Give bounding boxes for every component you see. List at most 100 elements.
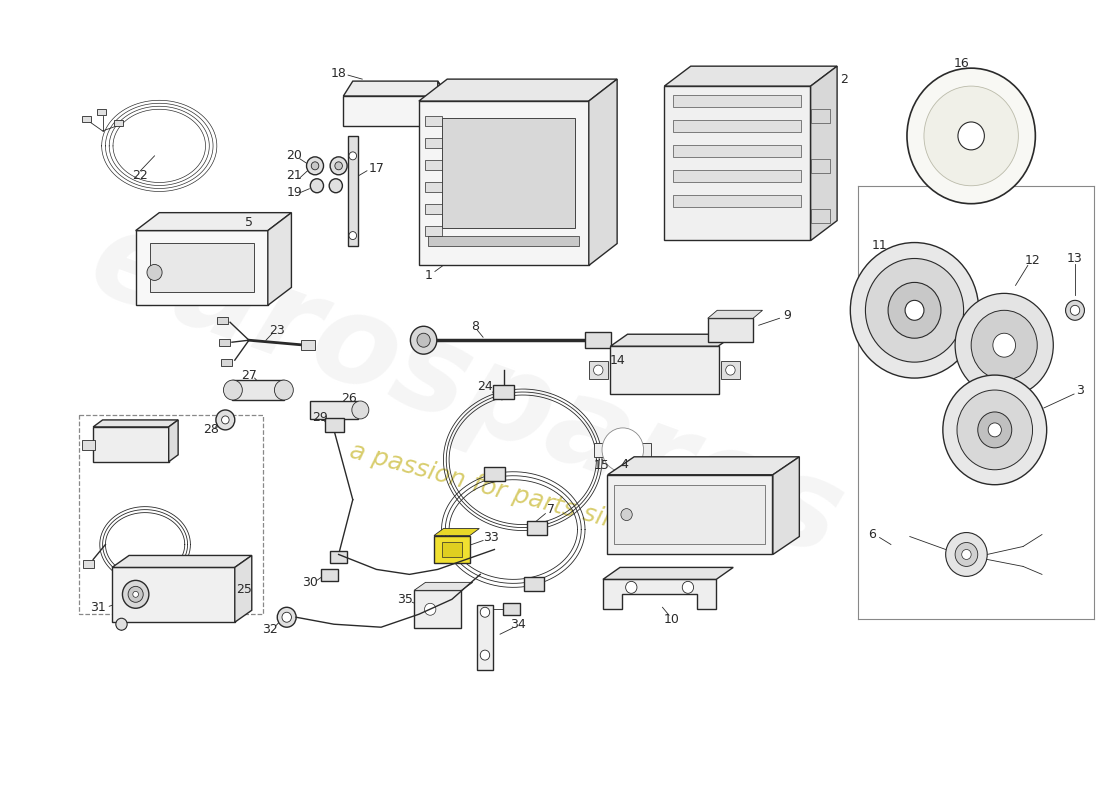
Bar xyxy=(610,346,718,394)
Polygon shape xyxy=(94,420,178,427)
Bar xyxy=(527,521,548,534)
Bar xyxy=(82,561,95,569)
Bar xyxy=(673,170,801,182)
Circle shape xyxy=(116,618,128,630)
Circle shape xyxy=(866,258,964,362)
Bar xyxy=(524,578,544,591)
Bar xyxy=(81,440,95,450)
Text: 18: 18 xyxy=(331,66,346,80)
Text: 25: 25 xyxy=(236,583,252,596)
Text: 33: 33 xyxy=(483,531,498,544)
Bar xyxy=(673,120,801,132)
Bar xyxy=(664,86,811,240)
Text: 1: 1 xyxy=(425,269,432,282)
Text: 30: 30 xyxy=(302,576,318,589)
Polygon shape xyxy=(603,579,716,610)
Bar xyxy=(79,415,263,614)
Polygon shape xyxy=(267,213,292,306)
Text: 22: 22 xyxy=(132,170,148,182)
Text: 34: 34 xyxy=(510,618,526,630)
Polygon shape xyxy=(234,555,252,622)
Bar xyxy=(81,116,91,122)
Text: 8: 8 xyxy=(472,320,480,333)
Circle shape xyxy=(277,607,296,627)
Polygon shape xyxy=(603,567,734,579)
Bar xyxy=(330,551,348,563)
Circle shape xyxy=(147,265,162,281)
Circle shape xyxy=(626,582,637,594)
Circle shape xyxy=(850,242,979,378)
Polygon shape xyxy=(135,213,292,230)
Bar xyxy=(607,474,772,554)
Text: 12: 12 xyxy=(1025,254,1041,267)
Circle shape xyxy=(410,326,437,354)
Bar xyxy=(673,194,801,206)
Circle shape xyxy=(481,650,490,660)
Text: 35: 35 xyxy=(397,593,412,606)
Circle shape xyxy=(274,380,294,400)
Circle shape xyxy=(726,365,735,375)
Circle shape xyxy=(946,533,987,576)
Circle shape xyxy=(988,423,1001,437)
Bar xyxy=(425,226,441,235)
Circle shape xyxy=(905,300,924,320)
Circle shape xyxy=(329,178,342,193)
Bar xyxy=(594,443,651,457)
Text: 19: 19 xyxy=(286,186,302,199)
Polygon shape xyxy=(419,79,617,101)
Text: 17: 17 xyxy=(368,162,384,175)
Circle shape xyxy=(943,375,1047,485)
Circle shape xyxy=(978,412,1012,448)
Polygon shape xyxy=(773,457,800,554)
Polygon shape xyxy=(707,310,762,318)
Bar xyxy=(135,230,267,305)
Circle shape xyxy=(888,282,940,338)
Polygon shape xyxy=(415,582,473,590)
Bar xyxy=(114,120,123,126)
Bar xyxy=(348,136,358,246)
Polygon shape xyxy=(343,96,448,126)
Text: 29: 29 xyxy=(312,411,328,425)
Bar xyxy=(321,570,338,582)
Circle shape xyxy=(282,612,292,622)
Bar xyxy=(811,159,829,173)
Circle shape xyxy=(955,294,1054,397)
Polygon shape xyxy=(434,529,480,535)
Text: 3: 3 xyxy=(1076,383,1084,397)
Bar xyxy=(221,358,232,366)
Circle shape xyxy=(481,607,490,618)
Circle shape xyxy=(993,334,1015,357)
Bar xyxy=(494,385,514,399)
Bar xyxy=(232,380,284,400)
Text: 23: 23 xyxy=(270,324,285,337)
Circle shape xyxy=(122,580,149,608)
Text: 4: 4 xyxy=(620,458,628,471)
Text: 27: 27 xyxy=(241,369,257,382)
Bar xyxy=(614,485,766,545)
Circle shape xyxy=(682,582,694,594)
Text: 20: 20 xyxy=(286,150,302,162)
Text: 26: 26 xyxy=(341,391,356,405)
Circle shape xyxy=(349,231,356,239)
Bar xyxy=(326,418,344,432)
Bar xyxy=(419,101,588,265)
Polygon shape xyxy=(610,334,735,346)
Circle shape xyxy=(352,401,368,419)
Bar xyxy=(425,160,441,170)
Circle shape xyxy=(620,509,632,521)
Circle shape xyxy=(133,591,139,598)
Polygon shape xyxy=(343,81,448,96)
Text: 15: 15 xyxy=(594,459,610,472)
Polygon shape xyxy=(112,555,252,567)
Polygon shape xyxy=(607,457,800,474)
Bar xyxy=(219,338,230,346)
Circle shape xyxy=(128,586,143,602)
Text: 2: 2 xyxy=(839,73,848,86)
Text: 32: 32 xyxy=(262,622,277,636)
Bar xyxy=(428,235,580,246)
Bar xyxy=(673,95,801,107)
Bar xyxy=(484,466,505,481)
Circle shape xyxy=(908,68,1035,204)
Circle shape xyxy=(924,86,1019,186)
Text: 5: 5 xyxy=(245,216,253,229)
